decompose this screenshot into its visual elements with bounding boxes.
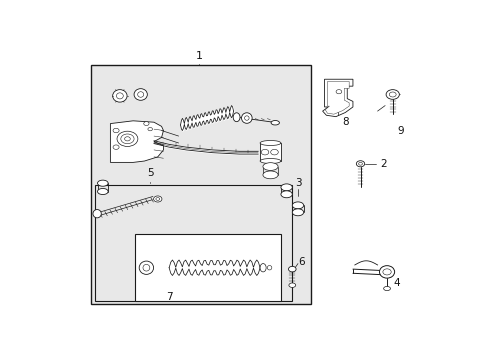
Ellipse shape — [241, 113, 252, 123]
Ellipse shape — [280, 184, 292, 191]
Ellipse shape — [260, 140, 280, 145]
Ellipse shape — [138, 92, 143, 97]
Ellipse shape — [261, 149, 268, 155]
Text: 4: 4 — [392, 278, 399, 288]
Ellipse shape — [156, 198, 159, 201]
Ellipse shape — [139, 261, 153, 274]
Ellipse shape — [113, 128, 119, 133]
Polygon shape — [322, 79, 352, 117]
Text: 3: 3 — [294, 178, 301, 188]
Ellipse shape — [288, 283, 295, 287]
Ellipse shape — [383, 287, 389, 291]
Polygon shape — [325, 81, 348, 114]
Ellipse shape — [270, 121, 279, 125]
Ellipse shape — [113, 145, 119, 149]
Bar — [91, 66, 310, 304]
Ellipse shape — [97, 188, 108, 194]
Ellipse shape — [244, 116, 248, 120]
Ellipse shape — [292, 202, 303, 209]
Text: 9: 9 — [396, 126, 403, 135]
Ellipse shape — [116, 93, 123, 99]
Ellipse shape — [335, 90, 341, 94]
Ellipse shape — [147, 127, 152, 131]
Text: 8: 8 — [341, 117, 348, 127]
Ellipse shape — [358, 162, 362, 165]
Ellipse shape — [117, 131, 138, 147]
Ellipse shape — [143, 122, 149, 126]
Ellipse shape — [386, 90, 399, 99]
Text: 6: 6 — [298, 257, 305, 267]
Ellipse shape — [270, 149, 278, 155]
Ellipse shape — [356, 161, 364, 167]
Ellipse shape — [142, 264, 149, 271]
Ellipse shape — [292, 209, 303, 216]
Bar — [95, 185, 292, 301]
Ellipse shape — [233, 113, 240, 122]
Ellipse shape — [263, 171, 278, 179]
Ellipse shape — [379, 266, 394, 278]
Ellipse shape — [260, 264, 265, 272]
Bar — [135, 234, 281, 301]
Ellipse shape — [388, 92, 395, 97]
Bar — [260, 143, 280, 161]
Ellipse shape — [112, 90, 127, 102]
Ellipse shape — [280, 191, 292, 198]
Ellipse shape — [93, 210, 101, 218]
Text: 7: 7 — [165, 292, 172, 302]
Ellipse shape — [267, 266, 271, 270]
Ellipse shape — [134, 89, 147, 100]
Ellipse shape — [263, 163, 278, 170]
Ellipse shape — [121, 134, 134, 144]
Ellipse shape — [382, 269, 390, 275]
Text: 5: 5 — [146, 168, 153, 179]
Text: 1: 1 — [196, 51, 203, 61]
Polygon shape — [110, 121, 163, 162]
Ellipse shape — [124, 137, 130, 141]
Ellipse shape — [288, 266, 296, 272]
Ellipse shape — [153, 196, 162, 202]
Ellipse shape — [97, 180, 108, 186]
Text: 2: 2 — [379, 159, 386, 169]
Ellipse shape — [260, 158, 280, 163]
